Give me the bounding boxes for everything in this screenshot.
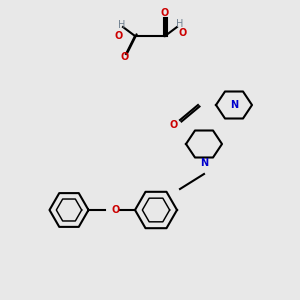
Text: O: O	[114, 31, 123, 41]
Text: O: O	[111, 205, 120, 215]
Text: O: O	[170, 119, 178, 130]
Text: H: H	[118, 20, 125, 31]
Text: N: N	[230, 100, 238, 110]
Text: N: N	[200, 158, 208, 169]
Text: H: H	[176, 19, 184, 29]
Text: O: O	[179, 28, 187, 38]
Text: O: O	[161, 8, 169, 19]
Text: O: O	[120, 52, 129, 62]
